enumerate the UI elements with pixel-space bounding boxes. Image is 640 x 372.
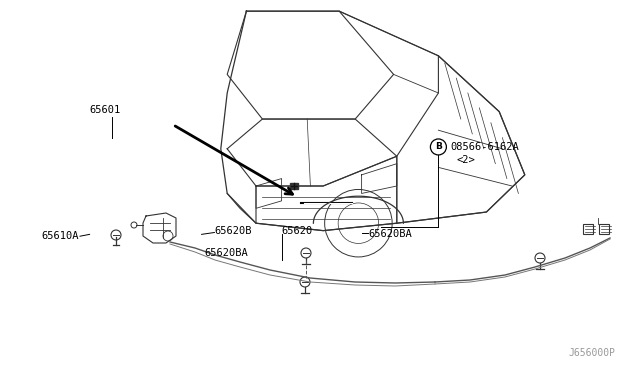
Text: 65620: 65620 [282, 226, 313, 235]
Text: 65620BA: 65620BA [368, 230, 412, 239]
Text: <2>: <2> [456, 155, 475, 165]
Bar [599, 224, 609, 234]
Text: 65601: 65601 [90, 105, 121, 115]
Bar [583, 224, 593, 234]
Text: B: B [435, 142, 442, 151]
Bar [291, 183, 298, 189]
Text: J656000P: J656000P [568, 348, 615, 358]
Text: 65620B: 65620B [214, 226, 252, 235]
Text: 65620BA: 65620BA [205, 248, 248, 258]
Text: 65610A: 65610A [42, 231, 79, 241]
Text: 08566-6162A: 08566-6162A [451, 142, 519, 152]
